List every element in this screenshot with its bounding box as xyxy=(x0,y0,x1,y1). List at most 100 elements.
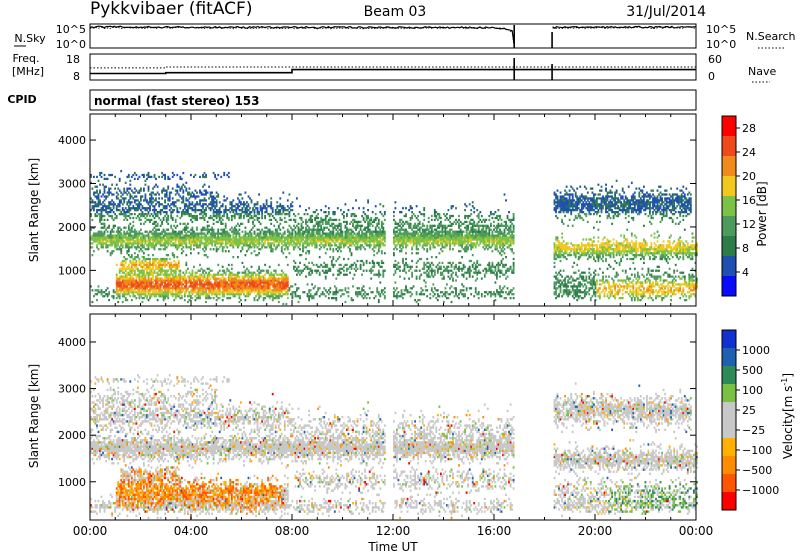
power-cell xyxy=(360,293,362,295)
power-cell xyxy=(142,211,144,213)
power-cell xyxy=(125,278,127,280)
power-cell xyxy=(257,242,259,244)
power-cell xyxy=(120,229,122,231)
freq-panel: Freq. [MHz] 18 8 60 0 Nave xyxy=(12,52,777,83)
power-cell xyxy=(131,299,133,301)
power-cell xyxy=(216,281,218,283)
power-cell xyxy=(104,295,106,297)
power-cell xyxy=(373,264,375,266)
power-cell xyxy=(96,299,98,301)
power-cell xyxy=(195,215,197,217)
power-cell xyxy=(325,205,327,207)
power-cell xyxy=(175,293,177,295)
power-cell xyxy=(225,274,227,276)
power-cell xyxy=(155,213,157,215)
power-cell xyxy=(325,295,327,297)
power-cell xyxy=(143,252,145,254)
power-cell xyxy=(134,240,136,242)
power-cell xyxy=(257,270,259,272)
power-cell xyxy=(225,250,227,252)
power-cell xyxy=(113,250,115,252)
power-cell xyxy=(136,190,138,192)
power-cell xyxy=(337,274,339,276)
power-cell xyxy=(125,227,127,229)
power-cell xyxy=(378,291,380,293)
power-cell xyxy=(376,289,378,291)
power-cell xyxy=(111,252,113,254)
power-cell xyxy=(305,258,307,260)
power-cell xyxy=(260,295,262,297)
power-cell xyxy=(172,229,174,231)
power-cell xyxy=(279,293,281,295)
power-cell xyxy=(120,233,122,235)
power-cell xyxy=(242,207,244,209)
power-cell xyxy=(269,285,271,287)
power-cell xyxy=(225,272,227,274)
power-cell xyxy=(195,217,197,219)
power-cell xyxy=(276,278,278,280)
power-cell xyxy=(326,215,328,217)
power-cell xyxy=(240,217,242,219)
power-cell xyxy=(276,213,278,215)
power-cell xyxy=(311,215,313,217)
power-cell xyxy=(120,199,122,201)
power-cell xyxy=(172,188,174,190)
power-cell xyxy=(185,264,187,266)
power-cell xyxy=(348,291,350,293)
power-cell xyxy=(143,188,145,190)
power-cell xyxy=(357,260,359,262)
power-cell xyxy=(92,242,94,244)
power-cell xyxy=(246,207,248,209)
power-cell xyxy=(164,274,166,276)
power-cell xyxy=(257,233,259,235)
power-cell xyxy=(276,231,278,233)
power-cell xyxy=(114,176,116,178)
power-cell xyxy=(176,225,178,227)
power-cell xyxy=(101,211,103,213)
power-cell xyxy=(398,262,400,264)
power-cell xyxy=(205,229,207,231)
power-cell xyxy=(257,238,259,240)
power-cell xyxy=(134,178,136,180)
power-cell xyxy=(216,209,218,211)
power-cell xyxy=(339,274,341,276)
power-cell xyxy=(143,272,145,274)
power-cell xyxy=(307,213,309,215)
power-cell xyxy=(182,184,184,186)
power-cell xyxy=(261,213,263,215)
power-cell xyxy=(329,256,331,258)
power-cell xyxy=(225,278,227,280)
power-cell xyxy=(132,293,134,295)
power-cell xyxy=(164,281,166,283)
power-cell xyxy=(211,270,213,272)
power-cell xyxy=(189,299,191,301)
power-cell xyxy=(246,213,248,215)
power-cell xyxy=(348,235,350,237)
power-cell xyxy=(416,205,418,207)
power-cell xyxy=(226,238,228,240)
power-cell xyxy=(313,231,315,233)
power-cell xyxy=(382,229,384,231)
power-cell xyxy=(258,266,260,268)
power-cell xyxy=(417,235,419,237)
power-cell xyxy=(125,233,127,235)
power-cell xyxy=(204,250,206,252)
power-cell xyxy=(299,295,301,297)
power-cell xyxy=(163,299,165,301)
power-cell xyxy=(257,229,259,231)
power-cell xyxy=(95,203,97,205)
power-cell xyxy=(104,235,106,237)
power-cell xyxy=(325,252,327,254)
power-cell xyxy=(393,274,395,276)
power-cell xyxy=(134,279,136,281)
power-cell xyxy=(235,211,237,213)
power-cell xyxy=(340,250,342,252)
power-cell xyxy=(320,246,322,248)
power-cell xyxy=(175,285,177,287)
power-cell xyxy=(275,219,277,221)
power-cell xyxy=(351,268,353,270)
power-cell xyxy=(93,176,95,178)
power-cell xyxy=(279,211,281,213)
power-cell xyxy=(164,293,166,295)
power-cell xyxy=(245,192,247,194)
